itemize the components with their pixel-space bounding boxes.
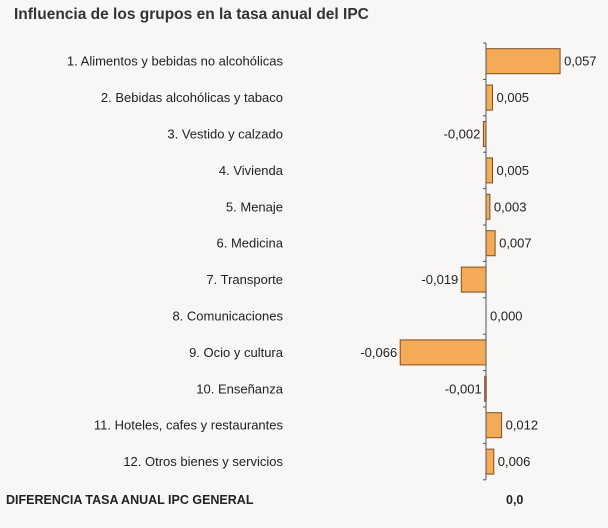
category-label: 6. Medicina (217, 236, 284, 251)
value-label: 0,003 (494, 199, 527, 214)
total-difference-label: DIFERENCIA TASA ANUAL IPC GENERAL (6, 493, 254, 507)
category-label: 2. Bebidas alcohólicas y tabaco (101, 90, 283, 105)
category-label: 4. Vivienda (219, 163, 284, 178)
category-label: 11. Hoteles, cafes y restaurantes (94, 418, 284, 433)
category-label: 1. Alimentos y bebidas no alcohólicas (67, 54, 284, 69)
value-label: 0,005 (497, 163, 530, 178)
bar (485, 48, 561, 75)
category-label: 7. Transporte (206, 272, 283, 287)
value-label: -0,019 (421, 272, 458, 287)
value-label: 0,006 (498, 454, 531, 469)
category-label: 9. Ocio y cultura (189, 345, 284, 360)
bar (460, 266, 487, 293)
value-label: -0,002 (444, 127, 481, 142)
category-label: 5. Menaje (226, 199, 283, 214)
bar (485, 448, 495, 475)
value-label: -0,066 (360, 345, 397, 360)
chart-title: Influencia de los grupos en la tasa anua… (14, 6, 369, 23)
bar (485, 84, 493, 111)
category-label: 10. Enseñanza (196, 381, 284, 396)
value-label: 0,012 (506, 418, 539, 433)
bar (485, 157, 493, 184)
value-label: 0,007 (499, 236, 532, 251)
value-label: -0,001 (445, 381, 482, 396)
value-label: 0,000 (490, 309, 523, 324)
bar (399, 339, 487, 366)
bar (485, 230, 496, 257)
category-label: 8. Comunicaciones (172, 309, 283, 324)
total-difference-value: 0,0 (506, 493, 524, 507)
category-label: 12. Otros bienes y servicios (123, 454, 283, 469)
value-label: 0,005 (497, 90, 530, 105)
bar (485, 412, 503, 439)
category-label: 3. Vestido y calzado (167, 127, 283, 142)
value-label: 0,057 (564, 54, 597, 69)
bar (485, 193, 491, 220)
